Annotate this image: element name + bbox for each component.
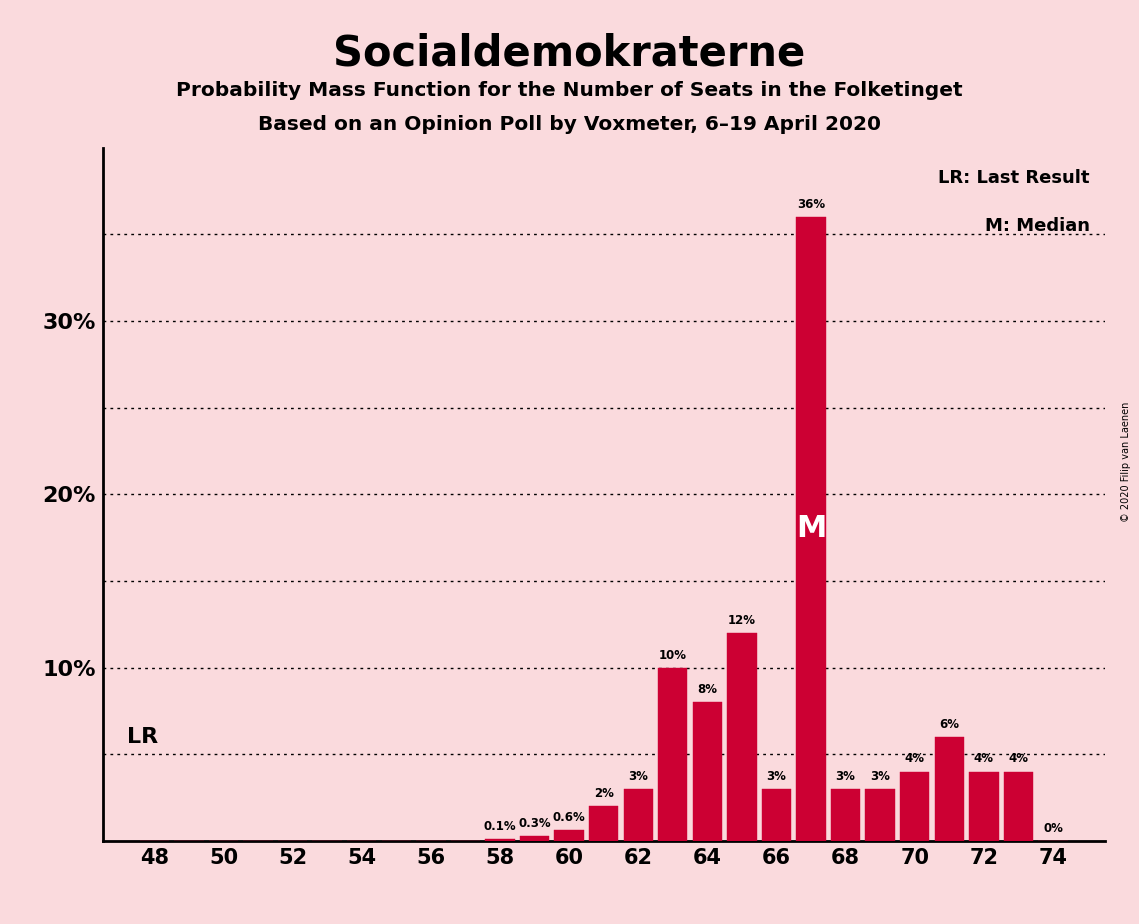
Text: 0%: 0% (1043, 821, 1063, 834)
Bar (485, 839, 515, 841)
Text: LR: LR (126, 727, 158, 748)
Text: LR: Last Result: LR: Last Result (939, 168, 1090, 187)
Bar (555, 831, 584, 841)
Text: 4%: 4% (974, 752, 994, 765)
Text: M: Median: M: Median (985, 217, 1090, 235)
Bar (762, 789, 792, 841)
Text: 36%: 36% (797, 198, 825, 211)
Bar (519, 835, 549, 841)
Text: Based on an Opinion Poll by Voxmeter, 6–19 April 2020: Based on an Opinion Poll by Voxmeter, 6–… (259, 115, 880, 134)
Text: 0.3%: 0.3% (518, 817, 551, 830)
Text: Socialdemokraterne: Socialdemokraterne (334, 32, 805, 74)
Text: M: M (796, 515, 826, 543)
Text: 4%: 4% (904, 752, 925, 765)
Text: 3%: 3% (767, 770, 786, 783)
Text: Probability Mass Function for the Number of Seats in the Folketinget: Probability Mass Function for the Number… (177, 81, 962, 101)
Bar (831, 789, 860, 841)
Text: 3%: 3% (629, 770, 648, 783)
Text: 10%: 10% (658, 649, 687, 662)
Text: 3%: 3% (836, 770, 855, 783)
Text: 3%: 3% (870, 770, 890, 783)
Bar (727, 633, 756, 841)
Text: 12%: 12% (728, 614, 756, 626)
Bar (935, 737, 964, 841)
Text: © 2020 Filip van Laenen: © 2020 Filip van Laenen (1121, 402, 1131, 522)
Text: 0.1%: 0.1% (484, 820, 516, 833)
Bar (866, 789, 895, 841)
Text: 4%: 4% (1008, 752, 1029, 765)
Text: 8%: 8% (697, 683, 718, 696)
Bar (658, 667, 688, 841)
Bar (1003, 772, 1033, 841)
Bar (693, 702, 722, 841)
Text: 2%: 2% (593, 787, 614, 800)
Bar (969, 772, 999, 841)
Text: 0.6%: 0.6% (552, 811, 585, 824)
Bar (900, 772, 929, 841)
Bar (796, 217, 826, 841)
Bar (589, 806, 618, 841)
Bar (623, 789, 653, 841)
Text: 6%: 6% (940, 718, 959, 731)
